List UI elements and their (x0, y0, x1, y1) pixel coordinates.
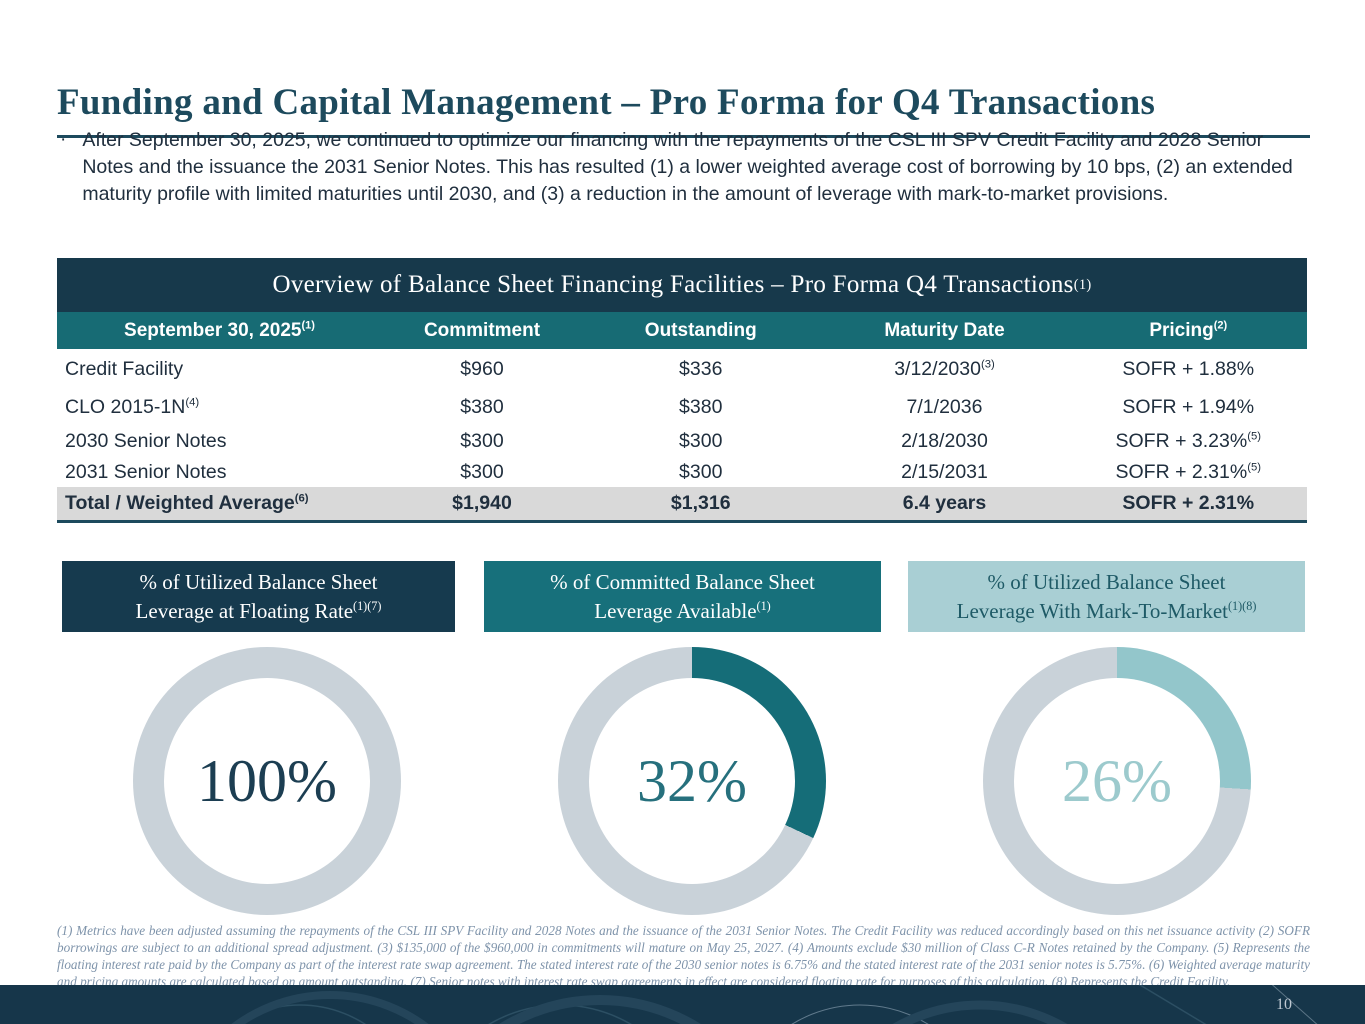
decorative-arcs (231, 985, 1318, 1024)
chart-header-leverage-available: % of Committed Balance Sheet Leverage Av… (484, 561, 881, 632)
table-cell: Credit Facility (65, 357, 184, 380)
column-header-outstanding: Outstanding (582, 312, 820, 349)
table-cell: $300 (679, 430, 723, 452)
table-row-credit-facility: Credit Facility $960 $336 3/12/2030(3) S… (57, 349, 1307, 389)
chart-header-line2: Leverage With Mark-To-Market(1)(8) (956, 598, 1257, 623)
summary-bullet-text: After September 30, 2025, we continued t… (82, 129, 1293, 205)
footnote-ref: (5) (1247, 461, 1261, 473)
page-title: Funding and Capital Management – Pro For… (57, 81, 1310, 138)
table-cell: $1,940 (382, 487, 582, 523)
footnote-ref: (2) (1213, 319, 1228, 332)
table-cell: $336 (679, 357, 723, 380)
footnote-ref: (3) (980, 358, 995, 370)
table-row-2030-notes: 2030 Senior Notes $300 $300 2/18/2030 SO… (57, 426, 1307, 457)
table-row-clo: CLO 2015-1N(4) $380 $380 7/1/2036 SOFR +… (57, 389, 1307, 426)
donut-hole: 32% (589, 678, 795, 884)
table-cell: 2031 Senior Notes (65, 460, 227, 483)
table-cell: $300 (679, 460, 723, 483)
footnote-ref: (1)(7) (353, 598, 382, 613)
footnotes: (1) Metrics have been adjusted assuming … (57, 923, 1310, 990)
table-cell: 2/18/2030 (901, 430, 988, 452)
summary-bullet: · After September 30, 2025, we continued… (60, 127, 1304, 208)
footnote-ref: (5) (1247, 430, 1261, 443)
bottom-bar: 10 (0, 985, 1365, 1024)
chart-header-line1: % of Committed Balance Sheet (550, 570, 815, 595)
table-cell: SOFR + 3.23%(5) (1115, 430, 1262, 452)
table-cell: 2030 Senior Notes (65, 430, 227, 452)
table-row-total: Total / Weighted Average(6) $1,940 $1,31… (57, 487, 1307, 523)
footnote-ref: (1)(8) (1227, 598, 1257, 613)
table-cell: CLO 2015-1N(4) (65, 396, 200, 418)
donut-value-label: 32% (637, 747, 747, 814)
bullet-marker: · (60, 129, 67, 150)
table-cell: $1,316 (582, 487, 820, 523)
donut-chart-mark-to-market: 26% (983, 647, 1251, 915)
table-title-text: Overview of Balance Sheet Financing Faci… (272, 271, 1074, 298)
donut-chart-floating-rate: 100% (133, 647, 401, 915)
chart-header-line2: Leverage Available(1) (594, 598, 771, 623)
table-cell: SOFR + 1.94% (1122, 396, 1255, 418)
footnote-ref: (6) (294, 492, 309, 505)
column-header-pricing: Pricing(2) (1069, 312, 1307, 349)
table-title: Overview of Balance Sheet Financing Faci… (57, 258, 1307, 312)
donut-value-label: 100% (197, 747, 337, 814)
footnote-ref: (1) (301, 319, 315, 332)
chart-header-mark-to-market: % of Utilized Balance Sheet Leverage Wit… (908, 561, 1305, 632)
table-cell: 2/15/2031 (901, 460, 988, 483)
table-cell: Total / Weighted Average(6) (57, 487, 382, 523)
donut-value-label: 26% (1062, 747, 1172, 814)
table-cell: 3/12/2030(3) (894, 357, 995, 380)
table-header-row: September 30, 2025(1) Commitment Outstan… (57, 312, 1307, 349)
footnote-ref: (1) (756, 598, 771, 613)
table-cell: SOFR + 1.88% (1122, 357, 1255, 380)
column-header-commitment: Commitment (382, 312, 582, 349)
table-row-2031-notes: 2031 Senior Notes $300 $300 2/15/2031 SO… (57, 457, 1307, 487)
chart-header-line1: % of Utilized Balance Sheet (139, 570, 378, 595)
column-header-maturity: Maturity Date (819, 312, 1070, 349)
financing-facilities-table: Overview of Balance Sheet Financing Faci… (57, 258, 1307, 523)
donut-hole: 26% (1014, 678, 1220, 884)
table-cell: 7/1/2036 (906, 396, 983, 418)
chart-header-line1: % of Utilized Balance Sheet (987, 570, 1226, 595)
column-header-date: September 30, 2025(1) (57, 312, 382, 349)
table-cell: $300 (460, 430, 504, 452)
page-number: 10 (1276, 995, 1292, 1013)
donut-hole: 100% (164, 678, 370, 884)
table-cell: 6.4 years (819, 487, 1070, 523)
table-cell: $960 (460, 357, 504, 380)
table-cell: SOFR + 2.31% (1069, 487, 1307, 523)
donut-chart-leverage-available: 32% (558, 647, 826, 915)
chart-header-floating-rate: % of Utilized Balance Sheet Leverage at … (62, 561, 455, 632)
chart-header-line2: Leverage at Floating Rate(1)(7) (135, 598, 382, 623)
table-cell: SOFR + 2.31%(5) (1115, 460, 1262, 483)
table-cell: $380 (460, 396, 504, 418)
table-cell: $300 (460, 460, 504, 483)
table-cell: $380 (679, 396, 723, 418)
footnote-ref: (4) (185, 396, 200, 409)
